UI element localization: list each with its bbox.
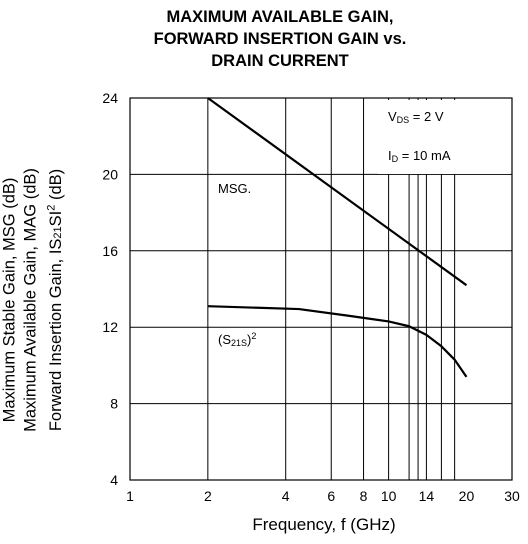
x-tick-label: 2	[204, 488, 212, 504]
x-tick-label: 30	[504, 488, 520, 504]
chart-title-line-3: DRAIN CURRENT	[211, 52, 349, 70]
y-tick-label: 20	[102, 166, 118, 182]
x-tick-label: 1	[126, 488, 134, 504]
msg-series-line	[207, 97, 468, 287]
msg-series-label: MSG.	[218, 181, 251, 196]
x-tick-label: 14	[419, 488, 435, 504]
x-tick-label: 8	[360, 488, 368, 504]
y-tick-label: 24	[102, 90, 118, 106]
chart-title: MAXIMUM AVAILABLE GAIN, FORWARD INSERTIO…	[110, 6, 450, 72]
chart-title-line-1: MAXIMUM AVAILABLE GAIN,	[166, 8, 394, 26]
chart-title-line-2: FORWARD INSERTION GAIN vs.	[153, 30, 407, 48]
x-tick-label: 4	[282, 488, 290, 504]
x-tick-label: 6	[327, 488, 335, 504]
msg-label-bg	[214, 178, 262, 198]
x-tick-label: 10	[381, 488, 397, 504]
x-tick-label: 20	[459, 488, 475, 504]
condition-id-label: ID = 10 mA	[388, 148, 451, 164]
s21-series-label: (S21S)2	[218, 331, 256, 348]
y-tick-label: 12	[102, 319, 118, 335]
s21-series-line	[207, 305, 468, 378]
conditions-box	[378, 100, 510, 174]
y-tick-label: 16	[102, 243, 118, 259]
y-tick-label: 8	[110, 396, 118, 412]
x-axis-label: Frequency, f (GHz)	[252, 515, 395, 534]
y-tick-label: 4	[110, 472, 118, 488]
s21-label-bg	[213, 328, 283, 350]
condition-vds-label: VDS = 2 V	[388, 109, 444, 125]
plot-frame	[129, 97, 513, 481]
